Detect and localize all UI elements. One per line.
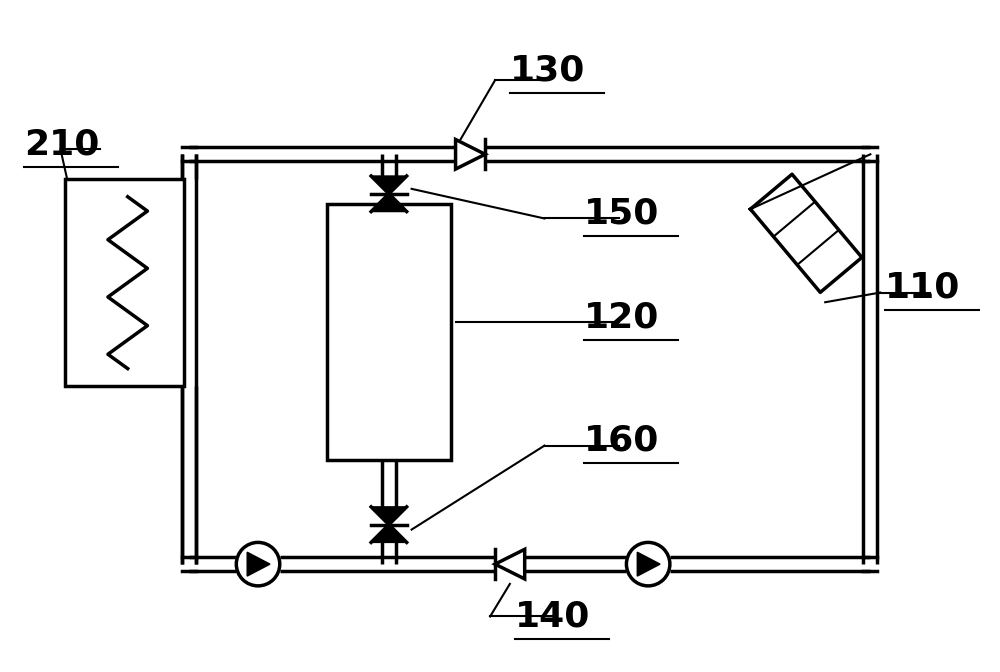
Text: 210: 210 — [24, 128, 99, 161]
Polygon shape — [371, 507, 407, 525]
Polygon shape — [247, 552, 270, 576]
Bar — [327, 204, 451, 460]
Polygon shape — [371, 525, 407, 542]
Polygon shape — [371, 194, 407, 212]
Circle shape — [236, 542, 280, 586]
Text: 130: 130 — [510, 53, 585, 87]
Text: 160: 160 — [584, 423, 659, 458]
Polygon shape — [371, 176, 407, 194]
Polygon shape — [495, 549, 525, 579]
Polygon shape — [456, 140, 485, 169]
Polygon shape — [637, 552, 660, 576]
Text: 140: 140 — [515, 599, 590, 634]
Text: 110: 110 — [885, 271, 961, 304]
Bar — [65, 179, 184, 386]
Circle shape — [626, 542, 670, 586]
Text: 120: 120 — [584, 300, 659, 334]
Text: 150: 150 — [584, 196, 659, 230]
